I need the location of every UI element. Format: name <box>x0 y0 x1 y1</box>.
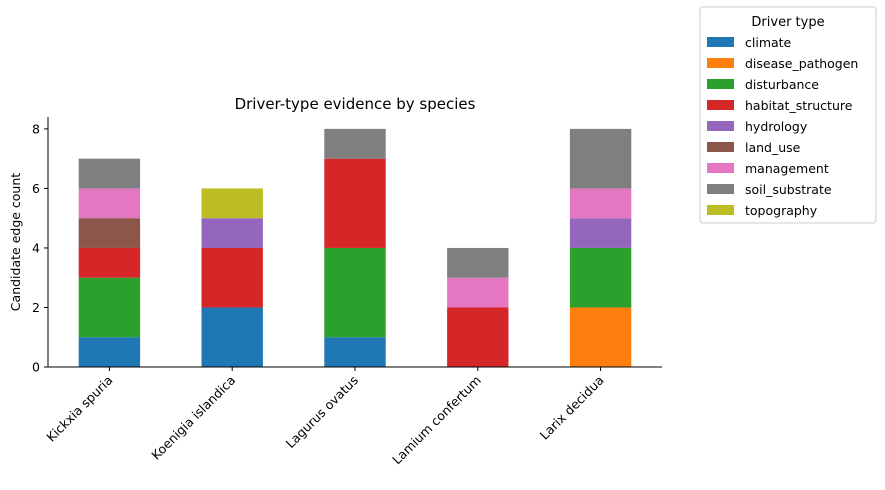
chart-title: Driver-type evidence by species <box>235 95 476 113</box>
x-axis: Kickxia spuria Koenigia islandica Lagurus … <box>43 366 662 468</box>
bar-koenigia-islandica-climate <box>201 307 263 367</box>
legend: Driver type climate disease_pathogendistu… <box>699 6 877 224</box>
bar-lagurus-ovatus-soil-substrate <box>324 128 386 159</box>
bar-larix-decidua-hydrology <box>569 218 632 248</box>
bars-group <box>78 128 632 367</box>
legend-label-hydrology: hydrology <box>745 119 808 134</box>
y-tick-label: 6 <box>32 181 40 196</box>
legend-swatch-habitat-structure <box>707 100 734 110</box>
legend-label-disease-pathogen: disease_pathogen <box>745 56 858 71</box>
bar-koenigia-islandica-hydrology <box>201 218 263 248</box>
bar-kickxia-spuria-land-use <box>78 218 141 248</box>
x-tick-label-koenigia-islandica: Koenigia islandica <box>148 373 238 463</box>
legend-swatch-disease-pathogen <box>707 58 734 68</box>
x-tick-label-larix-decidua: Larix decidua <box>537 373 607 443</box>
bar-larix-decidua-soil-substrate <box>569 128 632 189</box>
legend-label-soil-substrate: soil_substrate <box>745 182 832 197</box>
y-tick-label: 8 <box>32 121 40 136</box>
bar-lamium-confertum-soil-substrate <box>447 247 509 278</box>
legend-swatch-management <box>707 163 734 173</box>
legend-swatch-land-use <box>707 142 734 152</box>
legend-swatch-disturbance <box>707 79 734 89</box>
bar-lagurus-ovatus-disturbance <box>324 247 386 338</box>
legend-label-habitat-structure: habitat_structure <box>745 98 853 113</box>
bar-kickxia-spuria-soil-substrate <box>78 158 141 189</box>
bar-larix-decidua-management <box>569 188 632 219</box>
y-axis-label: Candidate edge count <box>8 173 23 311</box>
x-tick-label-lagurus-ovatus: Lagurus ovatus <box>283 373 362 452</box>
legend-swatch-hydrology <box>707 121 734 131</box>
legend-swatch-soil-substrate <box>707 184 734 194</box>
bar-kickxia-spuria-management <box>78 188 141 219</box>
bar-kickxia-spuria-habitat-structure <box>78 247 141 278</box>
bar-koenigia-islandica-topography <box>201 188 263 219</box>
legend-label-management: management <box>745 161 829 176</box>
x-tick-label-kickxia-spuria: Kickxia spuria <box>43 373 115 445</box>
bar-koenigia-islandica-habitat-structure <box>201 247 263 308</box>
bar-kickxia-spuria-disturbance <box>78 277 141 338</box>
bar-kickxia-spuria-climate <box>78 337 141 367</box>
legend-label-topography: topography <box>745 203 818 218</box>
bar-lamium-confertum-management <box>447 277 509 308</box>
bar-lagurus-ovatus-climate <box>324 337 386 367</box>
bar-lagurus-ovatus-habitat-structure <box>324 158 386 248</box>
bar-lamium-confertum-habitat-structure <box>447 307 509 367</box>
y-tick-label: 0 <box>32 360 40 375</box>
legend-label-climate: climate <box>745 35 792 50</box>
y-tick-label: 2 <box>32 300 40 315</box>
y-tick-label: 4 <box>32 240 40 255</box>
legend-swatch-topography <box>707 205 734 215</box>
legend-label-land-use: land_use <box>745 140 801 155</box>
bar-larix-decidua-disturbance <box>569 247 632 308</box>
legend-label-disturbance: disturbance <box>745 77 819 92</box>
legend-swatch-climate <box>707 37 734 47</box>
bar-larix-decidua-disease-pathogen <box>569 307 632 367</box>
legend-frame <box>699 6 877 224</box>
y-axis: 0 2 4 6 8 <box>32 117 49 375</box>
legend-title: Driver type <box>751 15 824 30</box>
x-tick-label-lamium-confertum: Lamium confertum <box>389 373 484 468</box>
